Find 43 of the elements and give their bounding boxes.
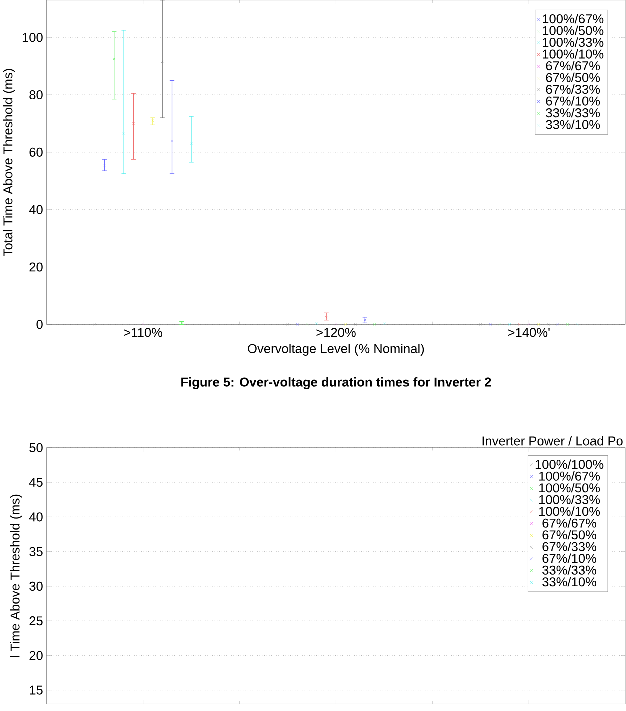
y-tick-label: 35 (30, 547, 43, 556)
x-tick-label: >120% (316, 328, 356, 338)
y-tick-label: 60 (30, 148, 43, 157)
legend-label: 33%/33% (546, 108, 600, 118)
y-tick-label: 20 (30, 651, 43, 660)
y-tick-label: 0 (36, 320, 43, 330)
y-tick-label: 100 (23, 33, 43, 42)
y-axis-title: Total Time Above Threshold (ms) (3, 69, 16, 256)
legend-label: 67%/50% (546, 72, 600, 82)
legend-label: 100%/50% (543, 26, 604, 36)
x-tick-label: >110% (124, 328, 163, 338)
legend-label: 100%/67% (543, 14, 604, 24)
y-tick-label: 20 (30, 262, 43, 272)
legend-title: Inverter Power / Load Po (482, 436, 623, 446)
x-axis-title: Overvoltage Level (% Nominal) (248, 344, 424, 356)
legend-label: 33%/33% (542, 565, 597, 575)
legend-label: 67%/10% (542, 554, 597, 564)
legend-label: 100%/67% (540, 471, 600, 481)
caption: Figure 5: Over-voltage duration times for Inverter 2 (182, 377, 492, 390)
legend-label: 67%/10% (546, 96, 600, 106)
legend-label: 33%/10% (542, 577, 597, 587)
y-tick-label: 30 (30, 582, 43, 591)
legend-label: 67%/33% (542, 542, 597, 552)
legend-label: 67%/33% (546, 84, 600, 94)
legend-label: 33%/10% (546, 120, 600, 130)
legend-label: 67%/50% (542, 530, 597, 540)
y-tick-label: 45 (30, 478, 43, 488)
legend-label: 67%/67% (546, 61, 600, 71)
legend-label: 100%/50% (540, 483, 600, 493)
legend-label: 100%/10% (543, 49, 604, 59)
y-tick-label: 15 (30, 686, 43, 695)
y-axis-title: l Time Above Threshold (ms) (10, 494, 22, 658)
legend-label: 100%/10% (540, 506, 600, 516)
y-tick-label: 40 (30, 205, 43, 214)
y-tick-label: 40 (30, 512, 43, 522)
y-tick-label: 25 (30, 616, 43, 626)
legend-label: 67%/67% (542, 518, 597, 528)
legend-label: 100%/33% (540, 494, 600, 504)
y-tick-label: 50 (30, 443, 43, 452)
legend-label: 100%/100% (536, 460, 604, 470)
y-tick-label: 80 (30, 90, 43, 100)
x-tick-label: >140%' (508, 328, 550, 338)
legend-label: 100%/33% (543, 38, 604, 48)
